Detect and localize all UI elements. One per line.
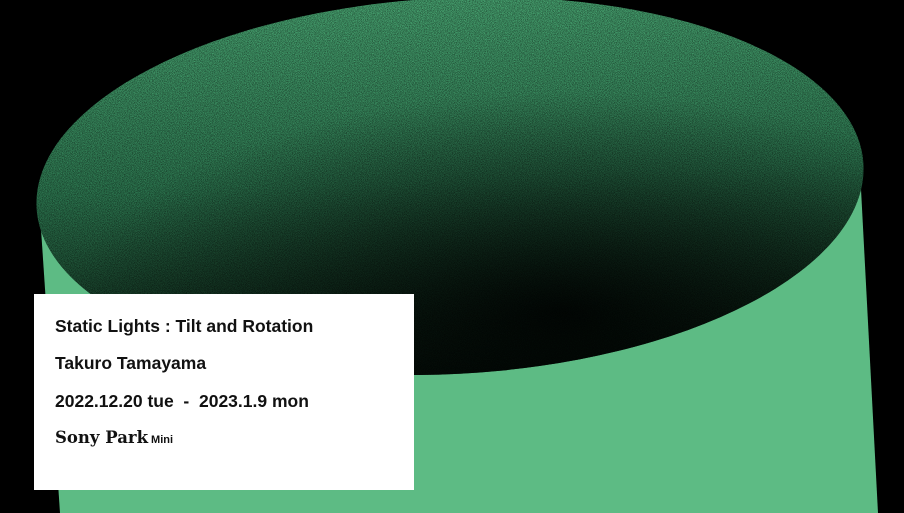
exhibition-info-card: Static Lights : Tilt and Rotation Takuro… — [34, 294, 414, 490]
exhibition-dates: 2022.12.20 tue - 2023.1.9 mon — [55, 391, 309, 411]
exhibition-title: Static Lights : Tilt and Rotation — [55, 316, 314, 336]
venue-suffix: Mini — [151, 434, 174, 446]
artist-name: Takuro Tamayama — [55, 353, 207, 373]
venue-logo: Sony Park Mini — [55, 428, 414, 450]
venue-name: Sony Park — [55, 428, 149, 447]
